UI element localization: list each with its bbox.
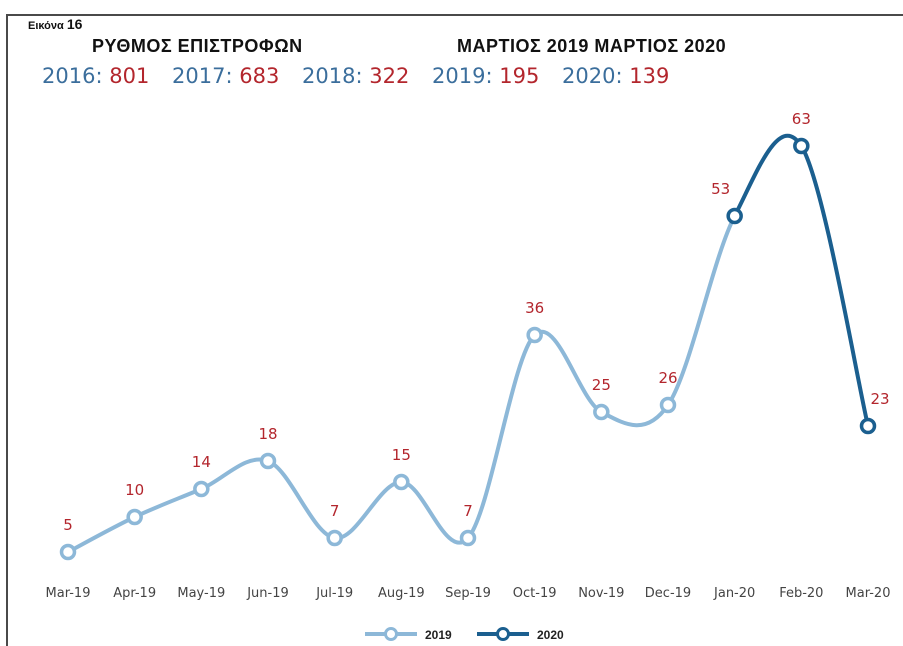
series-layer [66, 133, 870, 554]
data-point-marker [126, 508, 143, 526]
data-point-marker [526, 326, 543, 344]
data-point-marker [393, 473, 410, 491]
data-label: 18 [258, 425, 277, 443]
x-tick-label: Jun-19 [246, 586, 289, 601]
marker-layer [59, 137, 877, 561]
data-point-marker [259, 452, 277, 470]
series-line-2019 [66, 214, 737, 554]
data-label: 23 [870, 390, 889, 408]
stat-2017: 2017: 683 [172, 64, 280, 88]
chart-title-left: ΡΥΘΜΟΣ ΕΠΙΣΤΡΟΦΩΝ [92, 36, 303, 56]
data-label: 15 [392, 446, 411, 464]
data-label-layer: 5 10 14 18 7 15 7 36 25 26 53 63 23 [63, 110, 889, 534]
data-point-marker [659, 396, 677, 414]
x-tick-label: Aug-19 [378, 586, 425, 601]
stat-value: 139 [629, 64, 670, 88]
legend-label: 2020 [537, 628, 564, 642]
x-tick-label: Jul-19 [315, 586, 353, 601]
stat-year: 2020 [562, 64, 616, 88]
data-point-marker [59, 543, 77, 561]
figure-label-number: 16 [66, 16, 83, 32]
stat-year: 2018 [302, 64, 356, 88]
legend: 2019 2020 [365, 627, 564, 642]
data-point-marker [193, 480, 210, 498]
data-label: 63 [792, 110, 811, 128]
x-tick-label: Nov-19 [578, 586, 624, 601]
frame-top-border [6, 14, 903, 16]
data-point-marker [726, 207, 743, 225]
x-tick-label: May-19 [177, 586, 225, 601]
legend-label: 2019 [425, 628, 452, 642]
data-point-marker [793, 137, 810, 155]
x-axis-ticks: Mar-19 Apr-19 May-19 Jun-19 Jul-19 Aug-19 Sep-… [46, 586, 891, 601]
legend-marker [384, 627, 398, 641]
data-point-marker [459, 529, 477, 547]
x-tick-label: Mar-19 [46, 586, 91, 601]
stat-2020: 2020: 139 [562, 64, 670, 88]
x-tick-label: Jan-20 [713, 586, 755, 601]
x-tick-label: Oct-19 [513, 586, 557, 601]
stat-year: 2019 [432, 64, 486, 88]
x-tick-label: Apr-19 [113, 586, 156, 601]
stat-value: 683 [239, 64, 280, 88]
data-point-marker [859, 417, 877, 435]
x-tick-label: Dec-19 [645, 586, 691, 601]
yearly-stats: 2016: 801 2017: 683 2018: 322 2019: 195 … [42, 64, 685, 88]
data-label: 5 [63, 516, 73, 534]
x-tick-label: Mar-20 [846, 586, 891, 601]
stat-year: 2017 [172, 64, 226, 88]
data-label: 7 [463, 502, 473, 520]
x-tick-label: Sep-19 [445, 586, 491, 601]
data-point-marker [326, 529, 343, 547]
legend-marker [496, 627, 510, 641]
data-label: 14 [192, 453, 211, 471]
stat-2016: 2016: 801 [42, 64, 150, 88]
figure-label-prefix: Εικόνα [28, 20, 64, 32]
x-tick-label: Feb-20 [779, 586, 823, 601]
data-label: 26 [658, 369, 677, 387]
frame-left-border [6, 14, 8, 646]
chart-title-right: ΜΑΡΤΙΟΣ 2019 ΜΑΡΤΙΟΣ 2020 [457, 36, 727, 56]
data-label: 53 [711, 180, 730, 198]
data-label: 36 [525, 299, 544, 317]
data-point-marker [593, 403, 610, 421]
stat-year: 2016 [42, 64, 96, 88]
data-label: 7 [330, 502, 340, 520]
data-label: 25 [592, 376, 611, 394]
stat-2019: 2019: 195 [432, 64, 540, 88]
stat-2018: 2018: 322 [302, 64, 410, 88]
stat-value: 801 [109, 64, 150, 88]
data-label: 10 [125, 481, 144, 499]
series-line-2020 [732, 133, 870, 428]
stat-value: 195 [499, 64, 540, 88]
stat-value: 322 [369, 64, 410, 88]
figure-label: Εικόνα 16 [28, 16, 82, 32]
